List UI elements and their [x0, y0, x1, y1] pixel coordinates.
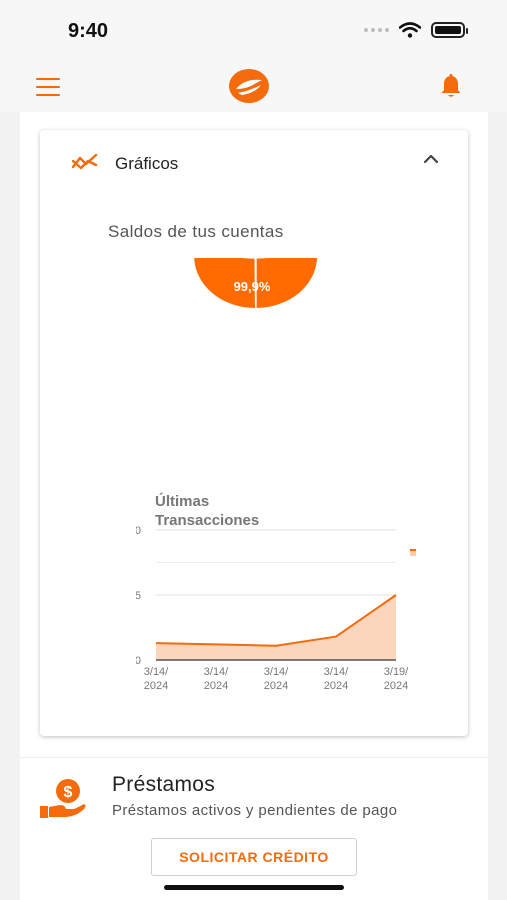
y-tick-label: 5 [136, 590, 141, 602]
loans-subtitle: Préstamos activos y pendientes de pago [112, 802, 398, 819]
status-bar: 9:40 [0, 0, 507, 62]
series-area [156, 595, 396, 660]
loans-title: Préstamos [112, 773, 216, 796]
x-tick-label: 3/14/ [324, 666, 349, 678]
trend-chart-icon [72, 153, 98, 170]
x-tick-label: 2024 [204, 680, 228, 692]
x-tick-label: 2024 [324, 680, 348, 692]
donut-slice-label: 99,9% [234, 279, 271, 294]
status-icons [364, 22, 468, 38]
chevron-up-icon[interactable] [423, 152, 439, 164]
x-tick-label: 2024 [384, 680, 408, 692]
charts-card-header[interactable]: Gráficos [40, 130, 468, 194]
app-header [0, 62, 507, 112]
donut-slice [193, 258, 319, 310]
legend-swatch [410, 549, 416, 556]
donut-slice [254, 258, 257, 310]
money-hand-icon: $ [40, 779, 86, 818]
x-tick-label: 3/19/ [384, 666, 409, 678]
wifi-icon [399, 22, 421, 38]
signal-icon [364, 28, 389, 32]
svg-text:$: $ [64, 784, 73, 801]
x-tick-label: 3/14/ [264, 666, 289, 678]
request-credit-button[interactable]: SOLICITAR CRÉDITO [151, 838, 357, 876]
x-tick-label: 2024 [144, 680, 168, 692]
donut-chart-title: Saldos de tus cuentas [108, 222, 284, 241]
chart-title-line1: Últimas [155, 492, 209, 510]
transactions-area-chart: Últimas Transacciones 0 5 10 3/14/2024 3/14/20… [136, 492, 416, 692]
brand-logo-icon[interactable] [229, 69, 269, 103]
series-line [155, 594, 397, 647]
home-indicator [164, 885, 344, 890]
x-tick-label: 3/14/ [204, 666, 229, 678]
menu-icon[interactable] [36, 78, 60, 96]
x-tick-label: 3/14/ [144, 666, 169, 678]
y-tick-label: 0 [136, 655, 141, 667]
status-time: 9:40 [68, 20, 109, 42]
charts-card: Gráficos Saldos de tus cuentas 99,9% Últ… [40, 130, 468, 736]
charts-card-title: Gráficos [115, 154, 179, 173]
notifications-bell-icon[interactable] [439, 73, 463, 99]
y-tick-label: 10 [136, 525, 141, 537]
x-tick-label: 2024 [264, 680, 288, 692]
battery-icon [431, 22, 468, 38]
loans-card: $ Préstamos Préstamos activos y pendient… [20, 757, 488, 900]
account-balances-donut-chart: 99,9% [193, 258, 319, 310]
chart-title-line2: Transacciones [155, 512, 259, 529]
main-content: Gráficos Saldos de tus cuentas 99,9% Últ… [20, 112, 488, 900]
